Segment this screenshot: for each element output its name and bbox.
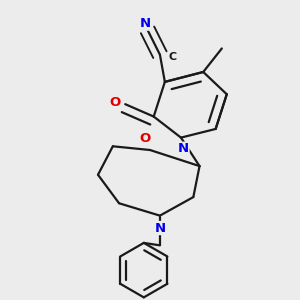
Text: C: C [168,52,176,62]
Text: N: N [178,142,189,155]
Text: O: O [140,132,151,146]
Text: O: O [110,96,121,110]
Text: N: N [140,17,151,30]
Text: N: N [154,221,166,235]
